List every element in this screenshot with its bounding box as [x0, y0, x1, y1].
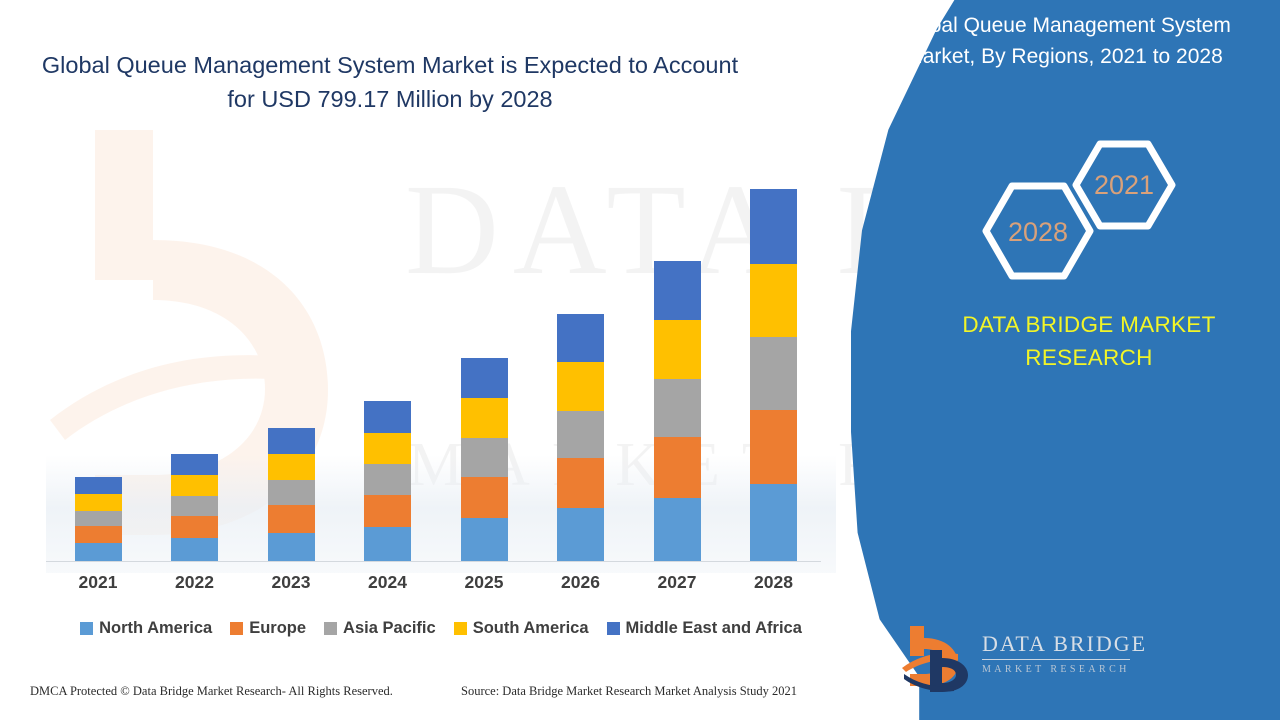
bar-segment — [267, 480, 315, 506]
legend-swatch-icon — [453, 621, 467, 635]
footer-copyright: DMCA Protected © Data Bridge Market Rese… — [30, 684, 393, 698]
bar-segment — [364, 401, 411, 433]
bar-segment — [557, 314, 604, 363]
bar-segment — [364, 432, 411, 465]
bar-segment — [364, 494, 411, 528]
bar-segment — [267, 532, 315, 561]
legend-swatch-icon — [230, 621, 244, 635]
legend-label: Europe — [249, 618, 307, 637]
chart-axis-baseline — [46, 561, 821, 562]
hexagon-year-badges: 2021 2028 — [950, 130, 1200, 290]
legend-item[interactable]: North America — [80, 619, 212, 638]
bar-segment — [267, 505, 315, 533]
bar-segment — [74, 526, 122, 544]
legend-swatch-icon — [606, 621, 620, 635]
bar-segment — [460, 438, 508, 477]
legend-label: South America — [472, 618, 589, 637]
page-title-line-2: for USD 799.17 Million by 2028 — [227, 86, 553, 112]
x-axis-label-2028: 2028 — [754, 572, 793, 592]
legend-swatch-icon — [80, 621, 94, 635]
bar-segment — [74, 476, 122, 494]
bar-segment — [557, 362, 604, 411]
bar-segment — [653, 497, 701, 561]
chart-x-axis-labels: 2021 2022 2023 2024 2025 2026 2027 2028 — [46, 572, 836, 598]
x-axis-label-2022: 2022 — [175, 572, 214, 592]
bar-segment — [460, 358, 508, 399]
panel-brand-line-2: RESEARCH — [1025, 345, 1153, 370]
bar-segment — [171, 515, 218, 538]
bar-group-2024 — [364, 401, 411, 561]
bar-group-2025 — [460, 358, 508, 561]
bar-segment — [460, 398, 508, 439]
x-axis-label-2024: 2024 — [368, 572, 407, 592]
panel-title: Global Queue Management System Market, B… — [854, 10, 1274, 72]
bar-segment — [750, 409, 797, 485]
bar-segment — [557, 410, 604, 459]
legend-item[interactable]: Middle East and Africa — [606, 618, 802, 638]
bar-group-2023 — [267, 427, 315, 561]
bar-segment — [750, 337, 797, 410]
bar-segment — [460, 476, 508, 518]
bar-group-2021 — [74, 476, 122, 561]
company-logo-text: DATA BRIDGE MARKET RESEARCH — [982, 631, 1148, 676]
panel-brand-name: DATA BRIDGE MARKET RESEARCH — [924, 308, 1254, 374]
chart-bars-container — [46, 151, 836, 561]
legend-item[interactable]: Europe — [230, 619, 306, 638]
bar-segment — [171, 495, 218, 516]
bar-segment — [171, 474, 218, 496]
hexagon-2021-label: 2021 — [1094, 170, 1154, 200]
bar-segment — [171, 453, 218, 475]
panel-brand-line-1: DATA BRIDGE MARKET — [962, 312, 1216, 337]
bar-segment — [171, 537, 218, 561]
bar-segment — [653, 260, 701, 321]
x-axis-label-2027: 2027 — [657, 572, 697, 592]
bar-segment — [267, 427, 315, 454]
bar-segment — [653, 379, 701, 438]
company-logo-divider — [982, 659, 1130, 660]
page-title-line-1: Global Queue Management System Market is… — [41, 52, 739, 78]
legend-label: North America — [99, 618, 213, 637]
legend-label: Middle East and Africa — [625, 618, 802, 637]
legend-item[interactable]: South America — [453, 618, 589, 638]
bar-segment — [653, 437, 701, 498]
x-axis-label-2025: 2025 — [464, 572, 504, 592]
page-title: Global Queue Management System Market is… — [20, 48, 760, 116]
stacked-bar-chart — [46, 150, 836, 562]
hexagon-2028-shape — [982, 182, 1094, 280]
bar-segment — [364, 527, 411, 561]
legend-label: Asia Pacific — [343, 618, 436, 637]
footer-source: Source: Data Bridge Market Research Mark… — [461, 684, 798, 698]
bar-segment — [750, 263, 797, 338]
bar-segment — [557, 508, 604, 561]
bar-segment — [74, 510, 122, 527]
bar-segment — [74, 543, 122, 561]
legend-item[interactable]: Asia Pacific — [324, 619, 436, 638]
bar-group-2026 — [557, 314, 604, 561]
bar-segment — [653, 320, 701, 380]
bar-segment — [460, 517, 508, 561]
panel-title-line-2: Market, By Regions, 2021 to 2028 — [905, 45, 1223, 68]
company-logo-mark — [900, 624, 974, 694]
bar-group-2027 — [653, 260, 701, 561]
bar-group-2028 — [750, 189, 797, 561]
company-logo-line-2: MARKET RESEARCH — [982, 664, 1130, 675]
bar-segment — [557, 458, 604, 509]
x-axis-label-2026: 2026 — [561, 572, 600, 592]
company-logo-line-1: DATA BRIDGE — [982, 631, 1148, 656]
hexagon-2028-label: 2028 — [1008, 217, 1068, 247]
bar-group-2022 — [171, 453, 218, 561]
legend-swatch-icon — [324, 621, 338, 635]
hexagon-2021-shape — [1072, 140, 1176, 230]
bar-segment — [74, 493, 122, 511]
x-axis-label-2021: 2021 — [78, 572, 118, 592]
chart-legend: North America Europe Asia Pacific South Ame… — [46, 615, 836, 641]
bar-segment — [267, 453, 315, 481]
panel-title-line-1: Global Queue Management System — [897, 14, 1231, 37]
bar-segment — [750, 189, 797, 264]
bar-segment — [364, 464, 411, 495]
x-axis-label-2023: 2023 — [271, 572, 311, 592]
right-info-panel — [851, 0, 1280, 720]
bar-segment — [750, 484, 797, 561]
company-logo: DATA BRIDGE MARKET RESEARCH — [900, 618, 1148, 700]
